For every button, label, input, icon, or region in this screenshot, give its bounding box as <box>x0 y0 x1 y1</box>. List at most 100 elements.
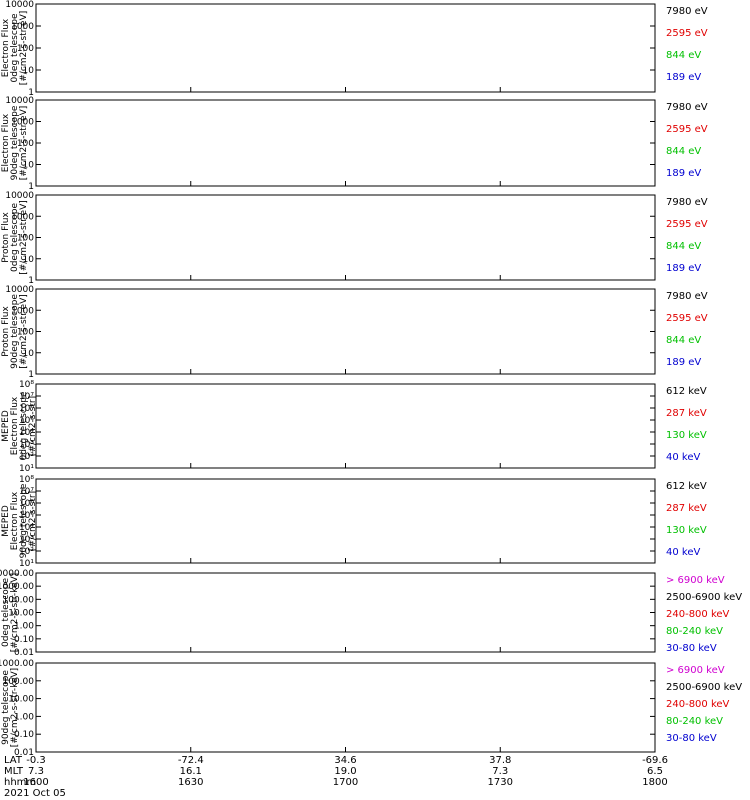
y-axis-label: 90deg telescope <box>10 105 20 180</box>
legend-entry: 2500-6900 keV <box>666 592 742 603</box>
y-axis-label: [#/cm2-s-str-eV] <box>19 11 29 86</box>
y-tick-label: 10 <box>23 66 35 76</box>
panels-group: 1 10 100 1000 10000 Electron Flux 0deg telesco… <box>0 0 742 758</box>
legend-entry: 7980 eV <box>666 102 708 113</box>
y-axis-label: 0deg telescope <box>10 203 20 273</box>
legend-entry: 240-800 keV <box>666 699 730 710</box>
x-tick-label-lat: -0.3 <box>26 755 46 766</box>
x-row-label-lat: LAT <box>4 755 23 766</box>
legend-entry: 30-80 keV <box>666 643 717 654</box>
y-tick-label: 1000.00 <box>0 659 34 669</box>
legend-entry: 189 eV <box>666 263 701 274</box>
panel-frame <box>35 99 656 187</box>
x-tick-label-hhmm: 1630 <box>178 777 203 788</box>
legend-entry: 844 eV <box>666 50 701 61</box>
x-tick-label-mlt: 6.5 <box>647 766 663 777</box>
panel-5: 10¹ 10² 10³ 10⁴ 10⁵ 10⁶ 10⁷ 10⁸ MEPED Electron Fl… <box>1 380 707 474</box>
x-tick-label-hhmm: 1600 <box>23 777 48 788</box>
y-tick-label: 10⁸ <box>19 475 34 485</box>
legend-entry: > 6900 keV <box>666 575 725 586</box>
panel-1: 1 10 100 1000 10000 Electron Flux 0deg telesco… <box>1 0 708 98</box>
x-tick-label-hhmm: 1800 <box>642 777 667 788</box>
y-tick-label: 10 <box>23 255 35 265</box>
y-tick-label: 0.01 <box>14 748 34 758</box>
panel-frame <box>35 194 656 281</box>
y-axis-label: 0deg telescope <box>10 13 20 83</box>
y-axis-label: 90deg telescope <box>1 670 11 745</box>
x-tick-label-lat: 34.6 <box>334 755 356 766</box>
panel-frame <box>35 383 656 469</box>
x-tick-label-mlt: 7.3 <box>28 766 44 777</box>
y-tick-label: 1000 <box>11 212 34 222</box>
y-tick-label: 10⁷ <box>19 392 34 402</box>
panel-frame <box>35 572 656 653</box>
x-tick-label-hhmm: 1730 <box>488 777 513 788</box>
y-tick-label: 10 <box>23 161 35 171</box>
legend-entry: 287 keV <box>666 408 707 419</box>
x-row-label-mlt: MLT <box>4 766 24 777</box>
y-tick-label: 1 <box>28 182 34 192</box>
legend-entry: 612 keV <box>666 481 707 492</box>
y-tick-label: 10000 <box>5 0 34 10</box>
y-tick-label: 10¹ <box>19 559 34 569</box>
y-axis-label: [#/cm2-s-str-keV] <box>10 668 20 747</box>
legend-entry: 30-80 keV <box>666 733 717 744</box>
y-axis-label: Proton Flux <box>1 212 11 263</box>
y-axis-label: [#/cm2-s-str-eV] <box>19 106 29 181</box>
y-tick-label: 10² <box>19 547 34 557</box>
panel-4: 1 10 100 1000 10000 Proton Flux 90deg telescop… <box>1 285 708 380</box>
legend-entry: 2500-6900 keV <box>666 682 742 693</box>
y-tick-label: 0.10 <box>14 635 34 645</box>
y-tick-label: 10⁵ <box>19 416 34 426</box>
y-tick-label: 10⁴ <box>19 428 34 438</box>
legend-entry: 80-240 keV <box>666 716 723 727</box>
x-tick-label-lat: 37.8 <box>489 755 511 766</box>
legend-entry: 844 eV <box>666 241 701 252</box>
x-tick-label-lat: -72.4 <box>178 755 204 766</box>
y-axis-label: [#/cm2-s-str] <box>28 491 38 551</box>
legend-entry: 130 keV <box>666 525 707 536</box>
legend-entry: 189 eV <box>666 357 701 368</box>
legend-entry: 2595 eV <box>666 28 708 39</box>
legend-entry: 2595 eV <box>666 219 708 230</box>
legend-entry: 240-800 keV <box>666 609 730 620</box>
x-tick-label-mlt: 19.0 <box>334 766 356 777</box>
y-tick-label: 10.00 <box>8 695 34 705</box>
y-axis-label: [#/cm2-s-str-eV] <box>19 294 29 369</box>
legend-entry: 7980 eV <box>666 6 708 17</box>
y-axis-label: 90deg telescope <box>10 294 20 369</box>
y-axis-label: [#/cm2-s-str-eV] <box>19 200 29 275</box>
y-tick-label: 10⁶ <box>19 499 34 509</box>
legend-entry: 7980 eV <box>666 291 708 302</box>
legend-entry: 130 keV <box>666 430 707 441</box>
y-tick-label: 1 <box>28 370 34 380</box>
y-tick-label: 10000.00 <box>0 569 34 579</box>
y-tick-label: 100 <box>17 234 34 244</box>
legend-entry: 189 eV <box>666 168 701 179</box>
panel-frame <box>35 478 656 564</box>
x-axis-labels: LAT MLT hhmm 2021 Oct 05 <box>4 755 66 799</box>
y-tick-label: 10³ <box>19 535 34 545</box>
y-tick-label: 10000 <box>5 191 34 201</box>
legend-entry: 844 eV <box>666 146 701 157</box>
y-axis-label: Electron Flux <box>1 113 11 172</box>
x-row-label-hhmm: hhmm <box>4 777 36 788</box>
y-tick-label: 10⁴ <box>19 523 34 533</box>
y-tick-label: 0.01 <box>14 648 34 658</box>
y-tick-label: 10000 <box>5 285 34 295</box>
legend-entry: 844 eV <box>666 335 701 346</box>
y-tick-label: 1.00 <box>14 622 34 632</box>
x-tick-label-lat: -69.6 <box>642 755 668 766</box>
panel-3: 1 10 100 1000 10000 Proton Flux 0deg telescope… <box>1 191 708 286</box>
x-tick-label-hhmm: 1700 <box>333 777 358 788</box>
y-axis-label: MEPED <box>1 505 11 537</box>
y-tick-label: 1000 <box>11 306 34 316</box>
panel-6: 10¹ 10² 10³ 10⁴ 10⁵ 10⁶ 10⁷ 10⁸ MEPED Electron Fl… <box>1 475 707 569</box>
legend-entry: 2595 eV <box>666 124 708 135</box>
panel-frame <box>35 662 656 753</box>
legend-entry: 7980 eV <box>666 197 708 208</box>
y-axis-label: Electron Flux <box>10 396 20 455</box>
legend-entry: 40 keV <box>666 452 700 463</box>
